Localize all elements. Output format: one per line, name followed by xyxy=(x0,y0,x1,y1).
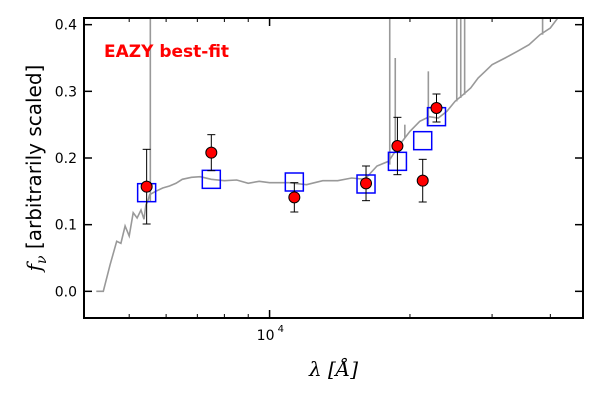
annotation-label: EAZY best-fit xyxy=(104,42,229,62)
observed-flux-point xyxy=(391,140,404,152)
y-axis-label-subscript: ν xyxy=(34,255,50,264)
plot-frame xyxy=(83,17,584,319)
observed-flux-point xyxy=(205,146,218,159)
observed-flux-point xyxy=(360,177,373,190)
observed-flux-point xyxy=(430,102,443,114)
observed-flux-point xyxy=(140,180,153,193)
template-layer xyxy=(96,18,559,293)
x-tick-label-exponent: 4 xyxy=(278,324,284,335)
model-flux-square xyxy=(412,130,433,151)
observed-flux-point xyxy=(288,191,301,204)
y-tick-label: 0.4 xyxy=(55,18,77,34)
tick-layer: 0.0 0.1 0.2 0.3 0.4 10 4 xyxy=(55,18,583,344)
y-tick-label: 0.3 xyxy=(55,84,77,100)
marker-layer xyxy=(136,93,447,225)
observed-flux-point xyxy=(416,174,429,187)
template-spectrum-line xyxy=(96,18,559,293)
y-tick-label: 0.1 xyxy=(55,218,77,234)
y-axis-label-text: [arbitrarily scaled] xyxy=(22,65,46,256)
y-tick-label: 0.2 xyxy=(55,151,77,167)
y-axis-label: fν [arbitrarily scaled] xyxy=(22,65,50,274)
y-tick-label: 0.0 xyxy=(55,284,77,300)
x-axis-label: λ [Å] xyxy=(308,356,358,381)
x-tick-label: 10 xyxy=(257,328,275,344)
